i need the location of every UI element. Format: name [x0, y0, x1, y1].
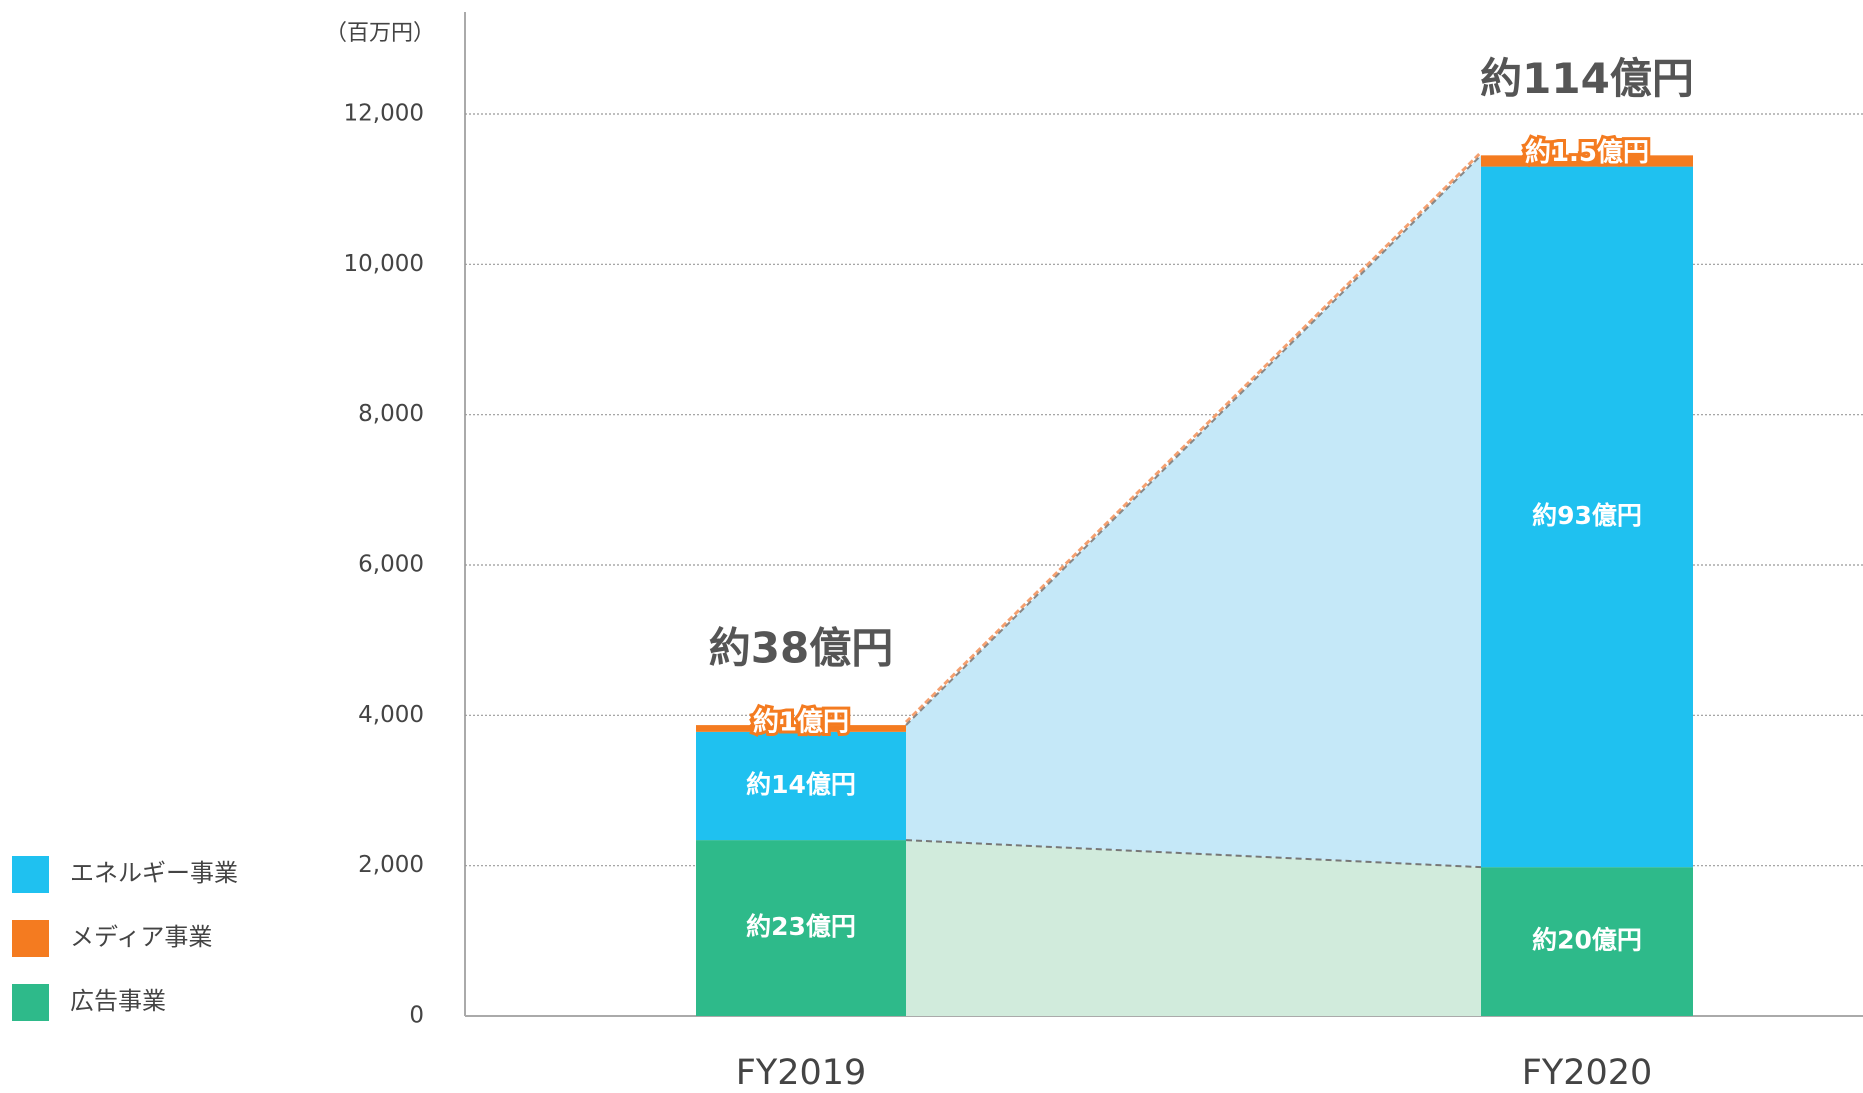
- connector-line: [905, 154, 1482, 726]
- y-tick-label: 6,000: [358, 552, 424, 578]
- data-label-outline: 約1.5億円: [1525, 137, 1649, 168]
- data-label: 約23億円: [746, 912, 856, 941]
- bar-segment: [1481, 166, 1693, 868]
- y-tick-label: 12,000: [344, 101, 424, 127]
- legend-label: メディア事業: [70, 923, 212, 951]
- connector-area: [906, 840, 1481, 1016]
- x-tick-label: FY2020: [1522, 1053, 1653, 1093]
- data-label: 約93億円: [1532, 501, 1642, 530]
- data-label: 約20億円: [1532, 926, 1642, 955]
- data-label-outline: 約1億円: [753, 707, 849, 738]
- connector-area: [906, 155, 1481, 868]
- bar-segment: [1481, 867, 1693, 1016]
- unit-label: （百万円）: [325, 21, 435, 46]
- total-label: 約114億円: [1480, 54, 1694, 103]
- y-tick-label: 0: [409, 1003, 424, 1029]
- legend-swatch: [12, 984, 49, 1021]
- legend-label: エネルギー事業: [70, 859, 238, 887]
- y-tick-label: 10,000: [344, 251, 424, 277]
- bar-segment: [696, 840, 906, 1016]
- y-tick-label: 8,000: [358, 401, 424, 427]
- legend-label: 広告事業: [70, 987, 166, 1015]
- total-label: 約38億円: [709, 624, 893, 673]
- data-label: 約14億円: [746, 770, 856, 799]
- bar-segment: [1481, 155, 1693, 167]
- y-tick-label: 2,000: [358, 852, 424, 878]
- x-tick-label: FY2019: [736, 1053, 867, 1093]
- legend-swatch: [12, 920, 49, 957]
- bar-segment: [696, 731, 906, 841]
- legend-swatch: [12, 856, 49, 893]
- bar-segment: [696, 725, 906, 732]
- connector-line: [905, 839, 1482, 869]
- y-tick-label: 4,000: [358, 702, 424, 728]
